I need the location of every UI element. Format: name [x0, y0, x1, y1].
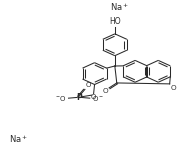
- Text: Na$^+$: Na$^+$: [9, 134, 28, 145]
- Text: Na$^+$: Na$^+$: [110, 1, 129, 13]
- Text: O: O: [91, 94, 96, 100]
- Text: O: O: [102, 88, 108, 94]
- Text: HO: HO: [109, 16, 121, 26]
- Text: O: O: [170, 85, 176, 91]
- Text: O: O: [85, 82, 91, 88]
- Text: $^{-}$O: $^{-}$O: [55, 94, 66, 103]
- Text: P: P: [76, 93, 82, 102]
- Text: O$^-$: O$^-$: [92, 94, 104, 103]
